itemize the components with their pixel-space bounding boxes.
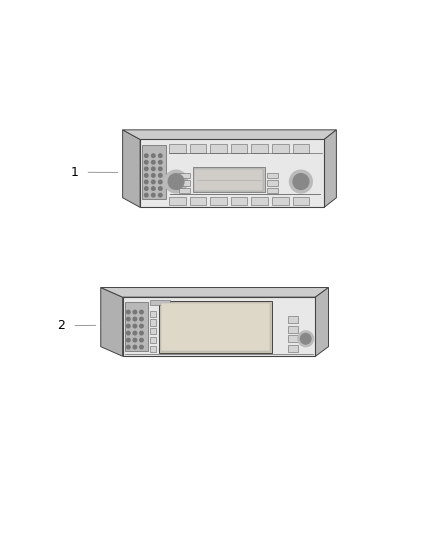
Bar: [194, 169, 263, 191]
Bar: [288, 316, 298, 323]
Circle shape: [133, 338, 137, 342]
Bar: [267, 188, 278, 193]
Bar: [150, 319, 156, 326]
Bar: [272, 144, 289, 152]
Circle shape: [140, 332, 143, 335]
Bar: [293, 144, 309, 152]
Circle shape: [152, 174, 155, 177]
Bar: [190, 144, 206, 152]
Circle shape: [140, 310, 143, 314]
Circle shape: [152, 193, 155, 197]
Bar: [267, 180, 278, 186]
Circle shape: [159, 180, 162, 184]
Bar: [210, 144, 227, 152]
Circle shape: [140, 324, 143, 328]
Polygon shape: [101, 287, 123, 356]
Bar: [210, 197, 227, 205]
Bar: [161, 303, 270, 351]
Circle shape: [127, 317, 130, 321]
Circle shape: [145, 174, 148, 177]
Circle shape: [145, 180, 148, 184]
Circle shape: [140, 317, 143, 321]
Circle shape: [152, 180, 155, 184]
Bar: [142, 145, 166, 199]
Bar: [288, 345, 298, 352]
Bar: [150, 337, 156, 343]
Bar: [251, 144, 268, 152]
Circle shape: [298, 331, 314, 346]
Circle shape: [290, 170, 312, 193]
Circle shape: [127, 338, 130, 342]
Circle shape: [300, 334, 311, 344]
Text: 1: 1: [71, 166, 78, 179]
Bar: [169, 144, 186, 152]
Circle shape: [145, 160, 148, 164]
Bar: [179, 173, 190, 179]
Polygon shape: [315, 287, 328, 356]
Bar: [251, 197, 268, 205]
Circle shape: [152, 167, 155, 171]
Circle shape: [145, 154, 148, 157]
Bar: [231, 144, 247, 152]
Bar: [140, 140, 324, 207]
Bar: [150, 300, 170, 305]
Circle shape: [152, 160, 155, 164]
Bar: [159, 301, 272, 353]
Circle shape: [127, 332, 130, 335]
Circle shape: [159, 160, 162, 164]
Bar: [267, 173, 278, 179]
Circle shape: [159, 187, 162, 190]
Circle shape: [159, 193, 162, 197]
Circle shape: [133, 324, 137, 328]
Polygon shape: [101, 287, 328, 297]
Circle shape: [133, 310, 137, 314]
Circle shape: [152, 154, 155, 157]
Bar: [293, 197, 309, 205]
Circle shape: [145, 167, 148, 171]
Text: 2: 2: [57, 319, 65, 332]
Circle shape: [133, 332, 137, 335]
Polygon shape: [123, 130, 140, 207]
Bar: [288, 326, 298, 333]
Circle shape: [165, 170, 187, 193]
Bar: [179, 180, 190, 186]
Circle shape: [133, 345, 137, 349]
Circle shape: [133, 317, 137, 321]
Bar: [150, 311, 156, 317]
Circle shape: [127, 345, 130, 349]
Bar: [288, 335, 298, 342]
Circle shape: [152, 187, 155, 190]
Circle shape: [140, 338, 143, 342]
Circle shape: [293, 174, 309, 189]
Polygon shape: [123, 130, 336, 140]
Bar: [190, 197, 206, 205]
Bar: [179, 188, 190, 193]
Circle shape: [140, 345, 143, 349]
Circle shape: [159, 154, 162, 157]
Polygon shape: [324, 130, 336, 207]
Bar: [169, 197, 186, 205]
Circle shape: [127, 324, 130, 328]
Circle shape: [145, 187, 148, 190]
Bar: [272, 197, 289, 205]
Bar: [193, 167, 265, 192]
Bar: [150, 328, 156, 334]
Circle shape: [159, 167, 162, 171]
Circle shape: [127, 310, 130, 314]
Circle shape: [145, 193, 148, 197]
Bar: [125, 302, 148, 351]
Bar: [123, 297, 315, 356]
Bar: [150, 346, 156, 352]
Circle shape: [159, 174, 162, 177]
Circle shape: [168, 174, 184, 189]
Bar: [231, 197, 247, 205]
